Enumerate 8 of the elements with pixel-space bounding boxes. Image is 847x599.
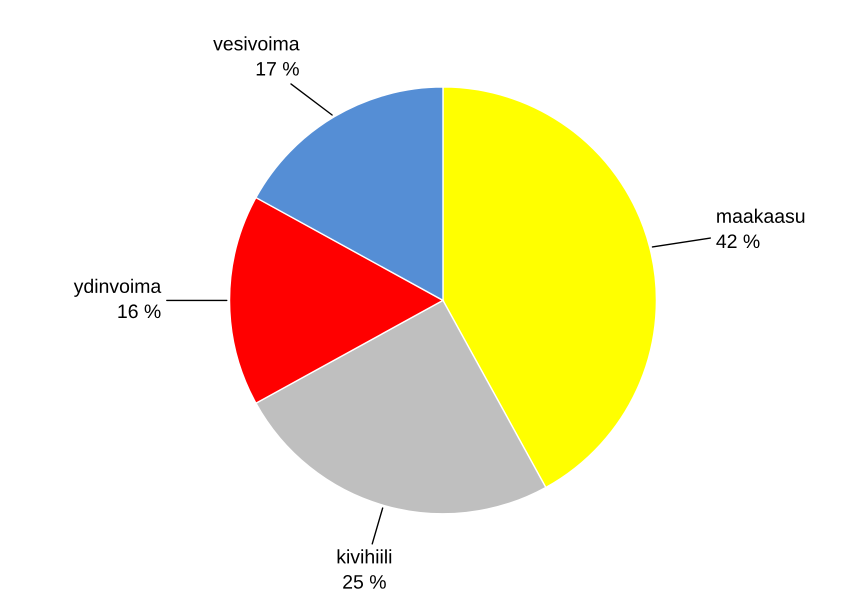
slice-label: kivihiili	[338, 549, 392, 564]
slice-label: maakaasu	[717, 208, 804, 223]
data-label: 17 %	[256, 62, 299, 76]
slice-label: ydinvoima	[74, 278, 162, 297]
data-label: 25 %	[343, 574, 386, 589]
data-label: 16 %	[118, 304, 161, 318]
slice-label: vesivoima	[213, 36, 300, 51]
data-label: 42 %	[716, 234, 760, 248]
